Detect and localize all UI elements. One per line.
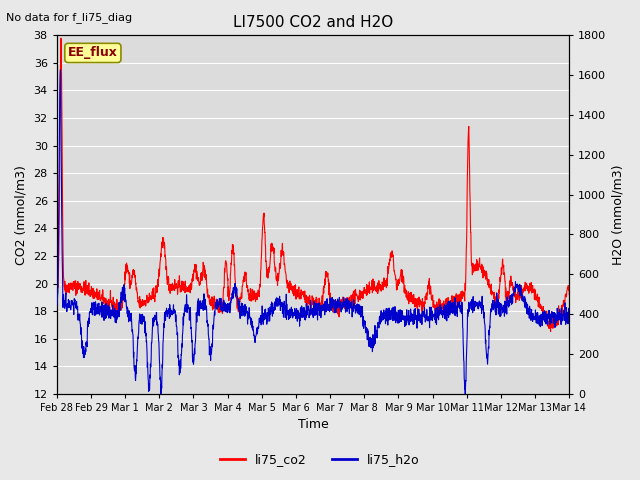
- Legend: li75_co2, li75_h2o: li75_co2, li75_h2o: [215, 448, 425, 471]
- Y-axis label: H2O (mmol/m3): H2O (mmol/m3): [612, 164, 625, 265]
- Text: No data for f_li75_diag: No data for f_li75_diag: [6, 12, 132, 23]
- Y-axis label: CO2 (mmol/m3): CO2 (mmol/m3): [15, 165, 28, 264]
- Text: EE_flux: EE_flux: [68, 47, 118, 60]
- Title: LI7500 CO2 and H2O: LI7500 CO2 and H2O: [233, 15, 393, 30]
- X-axis label: Time: Time: [298, 419, 328, 432]
